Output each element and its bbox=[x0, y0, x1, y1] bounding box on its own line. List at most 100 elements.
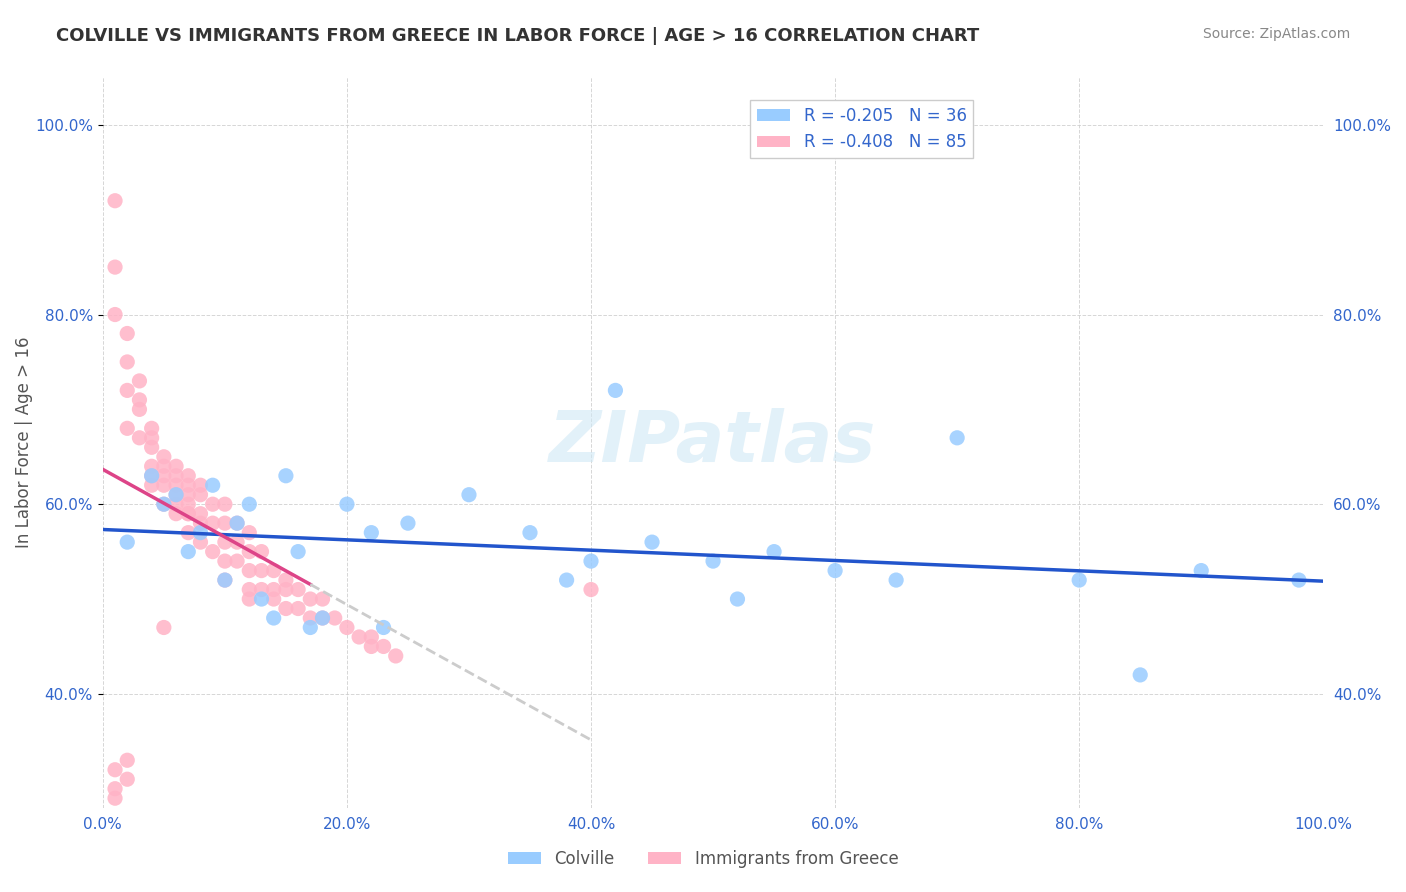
Point bbox=[214, 535, 236, 549]
Point bbox=[238, 582, 260, 597]
Y-axis label: In Labor Force | Age > 16: In Labor Force | Age > 16 bbox=[15, 337, 32, 549]
Point bbox=[263, 582, 285, 597]
Point bbox=[250, 592, 273, 607]
Point bbox=[884, 573, 907, 587]
Point bbox=[263, 564, 285, 578]
Point bbox=[201, 516, 224, 531]
Point bbox=[396, 516, 419, 531]
Point bbox=[727, 592, 749, 607]
Point bbox=[115, 753, 138, 767]
Point bbox=[190, 488, 212, 502]
Point bbox=[579, 554, 602, 568]
Point bbox=[153, 459, 176, 474]
Point bbox=[347, 630, 370, 644]
Point bbox=[360, 525, 382, 540]
Point bbox=[238, 544, 260, 558]
Point bbox=[104, 260, 127, 274]
Point bbox=[115, 384, 138, 398]
Point bbox=[311, 611, 333, 625]
Point bbox=[579, 582, 602, 597]
Point bbox=[190, 507, 212, 521]
Point bbox=[177, 507, 200, 521]
Point bbox=[238, 497, 260, 511]
Point bbox=[238, 564, 260, 578]
Point bbox=[190, 535, 212, 549]
Point bbox=[153, 497, 176, 511]
Point bbox=[373, 640, 395, 654]
Point bbox=[287, 582, 309, 597]
Point bbox=[274, 601, 297, 615]
Point bbox=[226, 535, 249, 549]
Legend: Colville, Immigrants from Greece: Colville, Immigrants from Greece bbox=[501, 844, 905, 875]
Point bbox=[946, 431, 969, 445]
Point bbox=[299, 611, 322, 625]
Point bbox=[299, 592, 322, 607]
Point bbox=[458, 488, 481, 502]
Point bbox=[115, 421, 138, 435]
Point bbox=[226, 516, 249, 531]
Point bbox=[104, 194, 127, 208]
Point bbox=[104, 308, 127, 322]
Point bbox=[555, 573, 578, 587]
Point bbox=[214, 554, 236, 568]
Point bbox=[226, 516, 249, 531]
Point bbox=[263, 611, 285, 625]
Point bbox=[153, 620, 176, 634]
Point bbox=[250, 544, 273, 558]
Point bbox=[824, 564, 846, 578]
Point bbox=[165, 468, 187, 483]
Point bbox=[311, 611, 333, 625]
Point bbox=[115, 326, 138, 341]
Point bbox=[128, 374, 150, 388]
Point bbox=[141, 421, 163, 435]
Point bbox=[274, 573, 297, 587]
Point bbox=[360, 640, 382, 654]
Point bbox=[373, 620, 395, 634]
Point bbox=[1129, 668, 1152, 682]
Point bbox=[165, 497, 187, 511]
Point bbox=[1288, 573, 1310, 587]
Point bbox=[177, 525, 200, 540]
Point bbox=[165, 459, 187, 474]
Point bbox=[165, 488, 187, 502]
Point bbox=[165, 478, 187, 492]
Point bbox=[287, 544, 309, 558]
Point bbox=[115, 355, 138, 369]
Legend: R = -0.205   N = 36, R = -0.408   N = 85: R = -0.205 N = 36, R = -0.408 N = 85 bbox=[751, 101, 973, 158]
Point bbox=[153, 468, 176, 483]
Point bbox=[299, 620, 322, 634]
Point bbox=[384, 648, 406, 663]
Point bbox=[104, 791, 127, 805]
Point bbox=[336, 620, 359, 634]
Point bbox=[201, 478, 224, 492]
Point bbox=[115, 772, 138, 787]
Point bbox=[153, 450, 176, 464]
Point bbox=[214, 497, 236, 511]
Point bbox=[226, 554, 249, 568]
Point bbox=[141, 468, 163, 483]
Point bbox=[141, 459, 163, 474]
Text: COLVILLE VS IMMIGRANTS FROM GREECE IN LABOR FORCE | AGE > 16 CORRELATION CHART: COLVILLE VS IMMIGRANTS FROM GREECE IN LA… bbox=[56, 27, 980, 45]
Point bbox=[641, 535, 664, 549]
Point bbox=[763, 544, 786, 558]
Point bbox=[190, 478, 212, 492]
Point bbox=[165, 488, 187, 502]
Point bbox=[190, 525, 212, 540]
Point bbox=[702, 554, 724, 568]
Point bbox=[141, 431, 163, 445]
Point bbox=[177, 478, 200, 492]
Point bbox=[141, 478, 163, 492]
Point bbox=[250, 582, 273, 597]
Point bbox=[519, 525, 541, 540]
Point bbox=[141, 440, 163, 454]
Point bbox=[250, 564, 273, 578]
Point bbox=[141, 468, 163, 483]
Point bbox=[311, 592, 333, 607]
Point bbox=[201, 544, 224, 558]
Point bbox=[360, 630, 382, 644]
Point bbox=[153, 478, 176, 492]
Point bbox=[1069, 573, 1091, 587]
Point bbox=[214, 516, 236, 531]
Point bbox=[263, 592, 285, 607]
Point bbox=[153, 497, 176, 511]
